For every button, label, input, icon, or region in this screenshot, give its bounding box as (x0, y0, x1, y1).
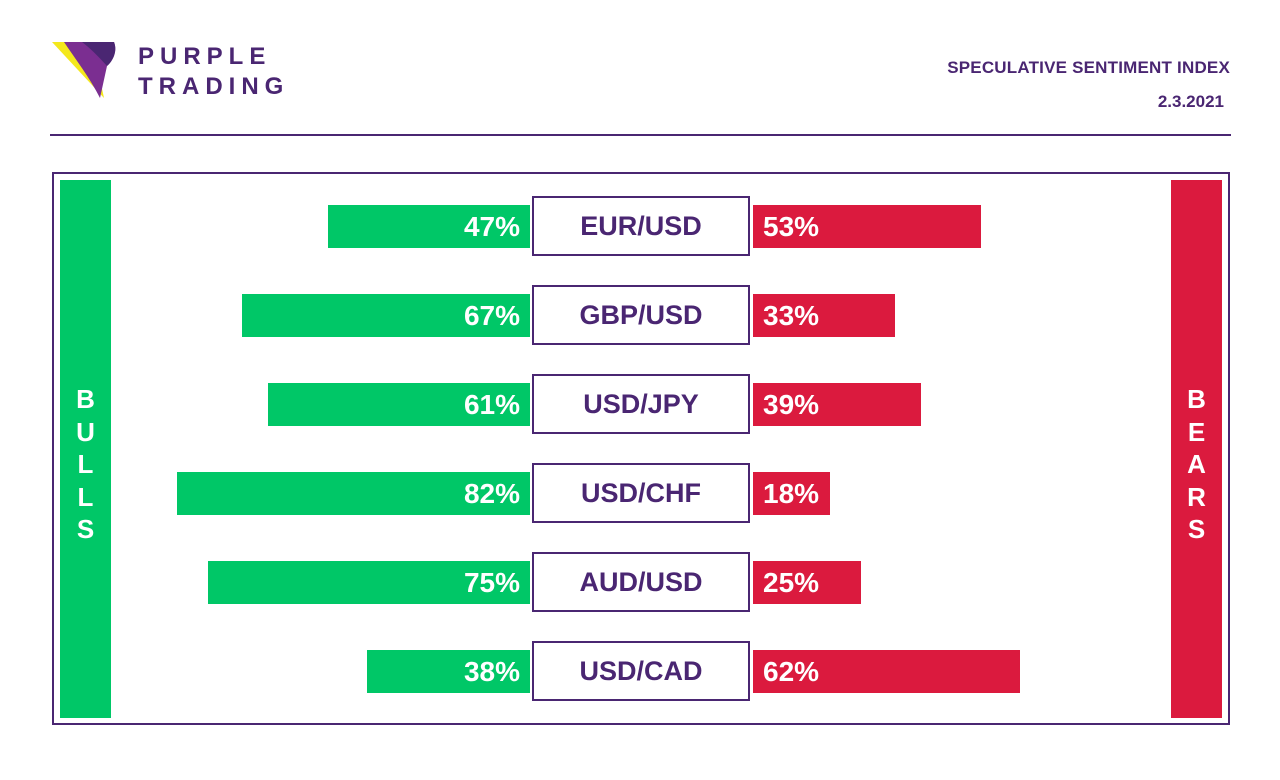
bull-value-label: 67% (463, 300, 520, 331)
bull-value-label: 75% (463, 567, 520, 598)
logo-mark-icon (52, 42, 116, 98)
logo-line-1: PURPLE (138, 43, 272, 70)
bull-value-label: 47% (463, 211, 520, 242)
bear-bar-usd-chf: 18% (753, 472, 831, 515)
bear-value-label: 62% (763, 656, 820, 687)
header-divider (50, 134, 1231, 136)
bull-value-label: 38% (463, 656, 520, 687)
bear-bar-usd-cad: 62% (753, 650, 1020, 693)
bull-bar-usd-cad: 38% (366, 650, 530, 693)
page-title: SPECULATIVE SENTIMENT INDEX (947, 58, 1230, 77)
bear-value-label: 25% (763, 567, 820, 598)
bear-bar-eur-usd: 53% (753, 205, 981, 248)
bull-value-label: 61% (463, 389, 520, 420)
bull-bar-eur-usd: 47% (327, 205, 530, 248)
currency-pair-label: GBP/USD (532, 285, 750, 345)
currency-pair-label: USD/CHF (532, 463, 750, 523)
bull-bar-gbp-usd: 67% (241, 294, 530, 337)
bear-value-label: 18% (763, 478, 820, 509)
bear-bar-aud-usd: 25% (753, 561, 861, 604)
bull-value-label: 82% (463, 478, 520, 509)
logo-wordmark: PURPLE TRADING (138, 42, 289, 102)
purple-trading-logo: PURPLE TRADING (52, 40, 312, 100)
currency-pair-label: USD/JPY (532, 374, 750, 434)
currency-pair-label: AUD/USD (532, 552, 750, 612)
bear-bar-gbp-usd: 33% (753, 294, 895, 337)
bear-bar-usd-jpy: 39% (753, 383, 921, 426)
logo-line-2: TRADING (138, 73, 290, 100)
bear-value-label: 39% (763, 389, 820, 420)
currency-pair-label: USD/CAD (532, 641, 750, 701)
bull-bar-aud-usd: 75% (207, 561, 530, 604)
chart-frame (52, 172, 1230, 725)
bull-bar-usd-chf: 82% (177, 472, 530, 515)
report-date: 2.3.2021 (1157, 92, 1224, 111)
bear-value-label: 33% (763, 300, 820, 331)
bull-bar-usd-jpy: 61% (267, 383, 530, 426)
currency-pair-label: EUR/USD (532, 196, 750, 256)
bear-value-label: 53% (763, 211, 820, 242)
